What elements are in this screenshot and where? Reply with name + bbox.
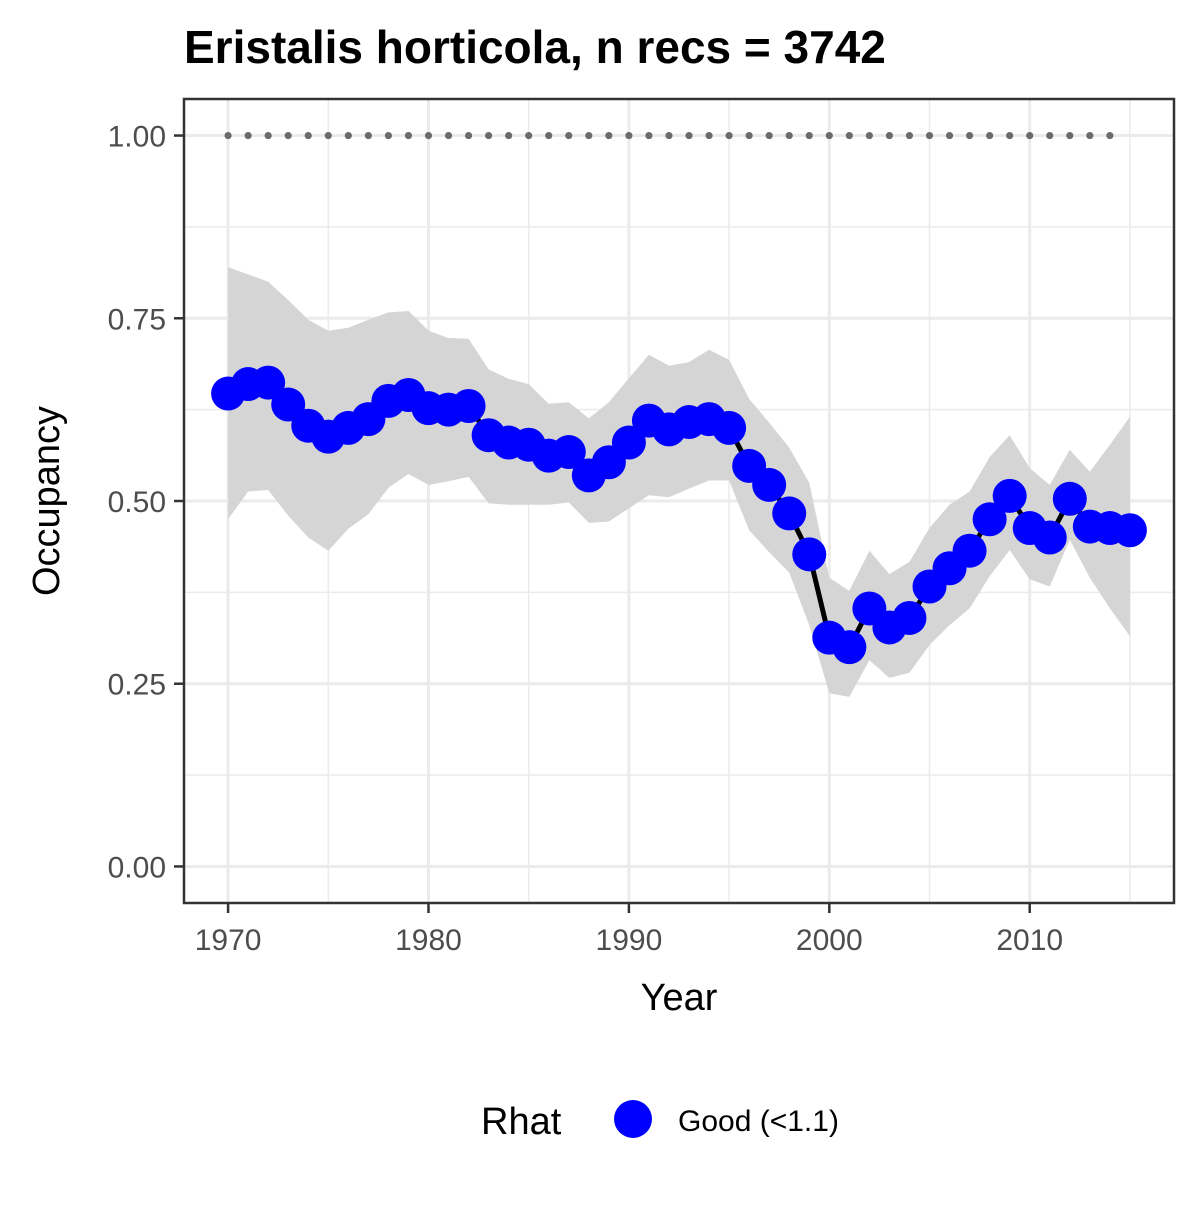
x-axis-label: Year xyxy=(641,977,718,1019)
data-point xyxy=(972,502,1007,537)
y-tick-label: 0.50 xyxy=(108,486,166,519)
reference-dot xyxy=(965,131,974,140)
legend-title: Rhat xyxy=(481,1101,562,1143)
reference-dot xyxy=(1026,131,1034,140)
chart-title: Eristalis horticola, n recs = 3742 xyxy=(184,21,886,73)
reference-dot xyxy=(1006,131,1014,140)
reference-dot xyxy=(825,131,833,140)
confidence-ribbon xyxy=(228,267,1130,697)
reference-dot xyxy=(324,131,332,140)
data-point xyxy=(271,387,306,422)
data-point xyxy=(952,533,987,568)
legend-swatch xyxy=(614,1100,652,1138)
reference-dot xyxy=(264,131,272,140)
reference-dot xyxy=(625,131,633,140)
reference-dot xyxy=(685,131,693,140)
x-tick-label: 1980 xyxy=(395,924,462,957)
legend: Rhat Good (<1.1) xyxy=(481,1100,839,1143)
x-tick-label: 1990 xyxy=(596,924,663,957)
reference-dot xyxy=(565,131,573,140)
y-tick-label: 0.00 xyxy=(108,851,166,884)
y-tick-label: 1.00 xyxy=(108,121,166,154)
reference-dot xyxy=(805,131,813,140)
reference-dot xyxy=(665,131,673,140)
reference-dot xyxy=(525,131,533,140)
data-point xyxy=(1052,481,1087,516)
x-tick-label: 1970 xyxy=(195,924,262,957)
axes: 0.00 0.25 0.50 0.75 1.00 1970 1980 1990 2000 2010 xyxy=(108,97,1176,957)
reference-dot xyxy=(945,131,954,140)
reference-dot xyxy=(865,131,873,140)
x-tick-label: 2010 xyxy=(996,924,1063,957)
reference-dot xyxy=(705,131,713,140)
data-point xyxy=(712,410,747,445)
reference-dot xyxy=(1066,131,1074,140)
reference-dot xyxy=(905,131,914,140)
reference-dot xyxy=(505,131,513,140)
reference-dot xyxy=(605,131,613,140)
data-point xyxy=(1112,513,1147,548)
reference-dot xyxy=(444,131,453,140)
reference-dot xyxy=(344,131,352,140)
reference-dot xyxy=(464,131,473,140)
reference-line xyxy=(224,131,1114,140)
reference-dot xyxy=(284,131,292,140)
data-point xyxy=(251,365,286,400)
reference-dot xyxy=(745,131,753,140)
data-point xyxy=(752,467,787,502)
data-point xyxy=(992,478,1027,513)
data-point xyxy=(792,537,827,572)
reference-dot xyxy=(1086,131,1094,140)
reference-dot xyxy=(885,131,894,140)
data-point xyxy=(892,600,927,635)
reference-dot xyxy=(765,131,773,140)
reference-dot xyxy=(845,131,853,140)
reference-dot xyxy=(645,131,653,140)
data-point xyxy=(611,425,646,460)
y-axis-label: Occupancy xyxy=(26,406,68,596)
reference-dot xyxy=(224,131,232,140)
data-point xyxy=(551,435,586,470)
reference-dot xyxy=(725,131,733,140)
reference-dot xyxy=(986,131,994,140)
reference-dot xyxy=(304,131,312,140)
reference-dot xyxy=(785,131,793,140)
reference-dot xyxy=(1046,131,1054,140)
ribbon-area xyxy=(228,267,1130,697)
reference-dot xyxy=(545,131,553,140)
y-tick-label: 0.25 xyxy=(108,669,166,702)
y-tick-label: 0.75 xyxy=(108,303,166,336)
reference-dot xyxy=(585,131,593,140)
reference-dot xyxy=(384,131,393,140)
legend-label: Good (<1.1) xyxy=(678,1105,839,1138)
reference-dot xyxy=(1106,131,1114,140)
reference-dot xyxy=(364,131,372,140)
data-point xyxy=(772,496,807,531)
x-tick-label: 2000 xyxy=(796,924,863,957)
reference-dot xyxy=(404,131,413,140)
data-point xyxy=(1032,520,1067,555)
data-point xyxy=(832,630,867,665)
data-point xyxy=(451,388,486,423)
occupancy-points xyxy=(211,365,1147,665)
reference-dot xyxy=(925,131,934,140)
reference-dot xyxy=(424,131,433,140)
reference-dot xyxy=(244,131,252,140)
reference-dot xyxy=(485,131,493,140)
